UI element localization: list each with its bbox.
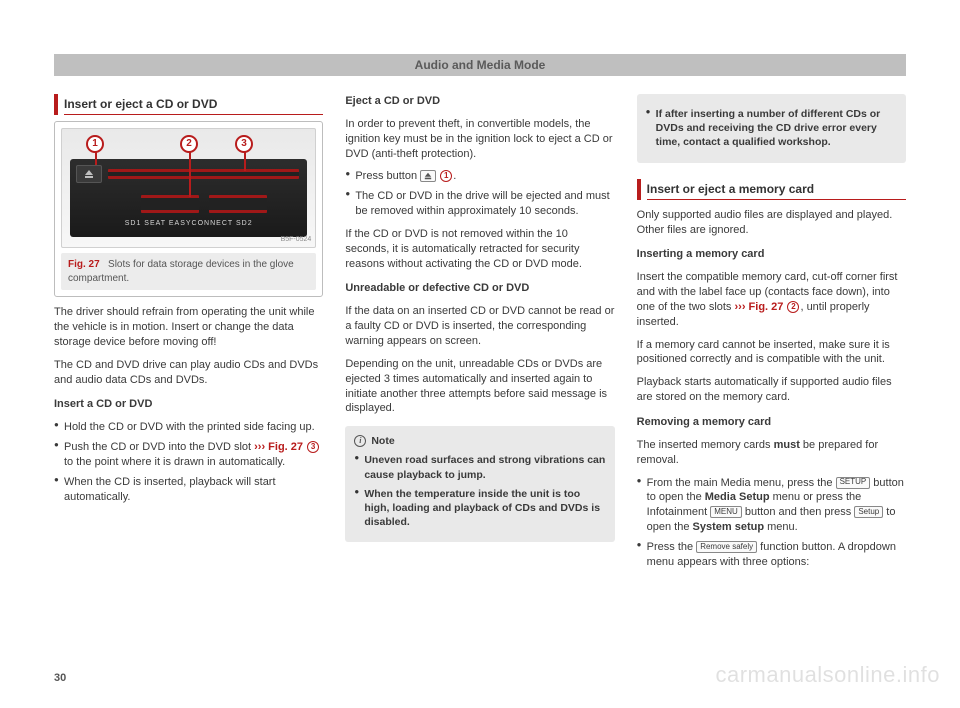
list-text: Push the CD or DVD into the DVD slot — [64, 441, 254, 453]
note-list: If after inserting a number of different… — [646, 107, 897, 150]
heading-accent-bar — [637, 179, 641, 200]
section-heading-insert-eject-cd: Insert or eject a CD or DVD — [54, 94, 323, 115]
unit-labels: SD1 SEAT EASYCONNECT SD2 — [62, 219, 315, 228]
list-item: Press button 1. — [345, 169, 614, 184]
setup-key: SETUP — [836, 477, 871, 489]
watermark: carmanualsonline.info — [715, 662, 940, 688]
subheading-remove-mem: Removing a memory card — [637, 415, 906, 430]
list-item: The CD or DVD in the drive will be eject… — [345, 189, 614, 219]
note-text: Uneven road surfaces and strong vibratio… — [364, 454, 605, 480]
note-title: i Note — [354, 434, 605, 448]
page-header: Audio and Media Mode — [54, 54, 906, 76]
list-text: . — [453, 170, 456, 182]
list-text: Press button — [355, 170, 420, 182]
text: The inserted memory cards — [637, 439, 774, 451]
note-box: i Note Uneven road surfaces and strong v… — [345, 426, 614, 542]
sd-slot-2 — [209, 195, 267, 213]
paragraph: Playback starts automatically if support… — [637, 375, 906, 405]
paragraph: In order to prevent theft, in convertibl… — [345, 117, 614, 162]
list-text: From the main Media menu, press the — [647, 477, 836, 489]
list-text: The CD or DVD in the drive will be eject… — [355, 190, 609, 217]
callout-line-2 — [189, 151, 191, 197]
callout-ref-2: 2 — [787, 301, 799, 313]
bullet-list: Press button 1. The CD or DVD in the dri… — [345, 169, 614, 219]
paragraph: If the data on an inserted CD or DVD can… — [345, 304, 614, 349]
callout-ref-3: 3 — [307, 441, 319, 453]
paragraph: Depending on the unit, unreadable CDs or… — [345, 357, 614, 416]
callout-1: 1 — [86, 135, 104, 153]
heading-accent-bar — [54, 94, 58, 115]
note-title-text: Note — [371, 434, 394, 448]
menu-key: MENU — [710, 506, 742, 518]
column-3: If after inserting a number of different… — [637, 94, 906, 575]
figure-number: Fig. 27 — [68, 259, 100, 270]
list-text: Hold the CD or DVD with the printed side… — [64, 421, 315, 433]
remove-safely-key: Remove safely — [696, 541, 757, 553]
list-text: to the point where it is drawn in automa… — [64, 456, 285, 468]
callout-line-1 — [95, 151, 97, 165]
paragraph: If a memory card cannot be inserted, mak… — [637, 338, 906, 368]
column-1: Insert or eject a CD or DVD SD1 SEAT EAS… — [54, 94, 323, 575]
paragraph: Only supported audio files are displayed… — [637, 208, 906, 238]
paragraph: The CD and DVD drive can play audio CDs … — [54, 358, 323, 388]
eject-icon — [84, 169, 94, 179]
eject-key-icon — [420, 170, 436, 182]
callout-3: 3 — [235, 135, 253, 153]
list-text: Press the — [647, 541, 697, 553]
list-item: Hold the CD or DVD with the printed side… — [54, 420, 323, 435]
figure-caption: Fig. 27 Slots for data storage devices i… — [61, 253, 316, 290]
fig-ref: ››› Fig. 27 — [254, 441, 306, 453]
manual-page: Audio and Media Mode Insert or eject a C… — [0, 0, 960, 708]
paragraph: The driver should refrain from operating… — [54, 305, 323, 350]
figure-image-id: B5F-0524 — [281, 235, 312, 244]
bullet-list: From the main Media menu, press the SETU… — [637, 476, 906, 570]
note-item: If after inserting a number of different… — [646, 107, 897, 150]
figure-27: SD1 SEAT EASYCONNECT SD2 1 2 3 B5F-0524 … — [54, 121, 323, 297]
list-item: Push the CD or DVD into the DVD slot ›››… — [54, 440, 323, 470]
fig-ref: ››› Fig. 27 — [735, 301, 787, 313]
heading-text: Insert or eject a memory card — [647, 179, 906, 200]
subheading-eject-cd: Eject a CD or DVD — [345, 94, 614, 109]
bold-text: System setup — [693, 521, 765, 533]
list-item: Press the Remove safely function button.… — [637, 540, 906, 570]
figure-image: SD1 SEAT EASYCONNECT SD2 1 2 3 B5F-0524 — [61, 128, 316, 248]
setup-key-2: Setup — [854, 506, 883, 518]
info-icon: i — [354, 435, 366, 447]
list-item: From the main Media menu, press the SETU… — [637, 476, 906, 535]
subheading-insert-cd: Insert a CD or DVD — [54, 397, 323, 412]
column-2: Eject a CD or DVD In order to prevent th… — [345, 94, 614, 575]
list-item: When the CD is inserted, playback will s… — [54, 475, 323, 505]
note-box-continued: If after inserting a number of different… — [637, 94, 906, 163]
page-number: 30 — [54, 672, 66, 684]
paragraph: Insert the compatible memory card, cut-o… — [637, 270, 906, 329]
heading-text: Insert or eject a CD or DVD — [64, 94, 323, 115]
eject-button-graphic — [76, 165, 102, 183]
subheading-insert-mem: Inserting a memory card — [637, 247, 906, 262]
list-text: menu. — [764, 521, 798, 533]
cd-slot-graphic — [108, 169, 299, 179]
section-heading-memory-card: Insert or eject a memory card — [637, 179, 906, 200]
note-list: Uneven road surfaces and strong vibratio… — [354, 453, 605, 529]
note-text: When the temperature inside the unit is … — [364, 488, 600, 528]
paragraph: If the CD or DVD is not removed within t… — [345, 227, 614, 272]
list-text: button and then press — [742, 506, 855, 518]
note-item: Uneven road surfaces and strong vibratio… — [354, 453, 605, 481]
sd-slot-1 — [141, 195, 199, 213]
bold-text: Media Setup — [705, 491, 770, 503]
note-item: When the temperature inside the unit is … — [354, 487, 605, 530]
callout-ref-1: 1 — [440, 170, 452, 182]
subheading-unreadable-cd: Unreadable or defective CD or DVD — [345, 281, 614, 296]
note-text: If after inserting a number of different… — [656, 108, 881, 148]
content-columns: Insert or eject a CD or DVD SD1 SEAT EAS… — [54, 94, 906, 575]
callout-2: 2 — [180, 135, 198, 153]
list-text: When the CD is inserted, playback will s… — [64, 476, 276, 503]
bullet-list: Hold the CD or DVD with the printed side… — [54, 420, 323, 504]
paragraph: The inserted memory cards must be prepar… — [637, 438, 906, 468]
callout-line-3 — [244, 151, 246, 171]
bold-text: must — [774, 439, 800, 451]
